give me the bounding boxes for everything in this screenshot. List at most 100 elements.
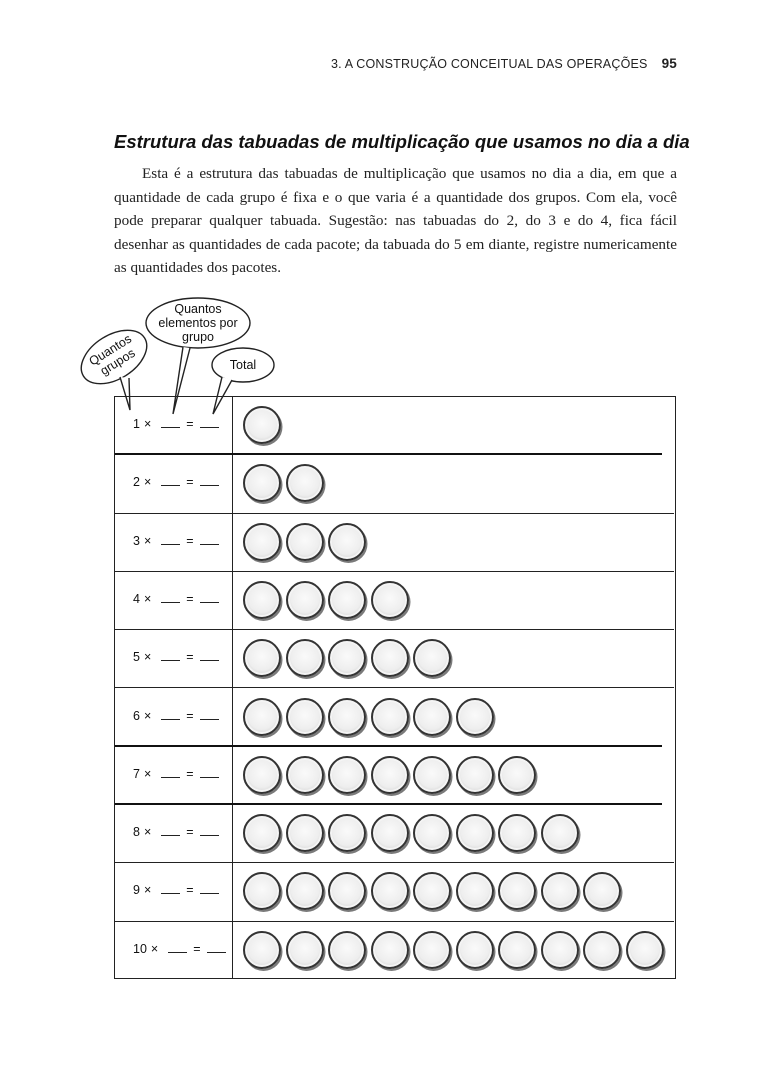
blank-per-group[interactable] xyxy=(168,942,188,953)
group-circle xyxy=(243,580,281,619)
group-circles xyxy=(243,522,371,565)
group-circle xyxy=(498,755,536,794)
blank-total[interactable] xyxy=(199,534,219,545)
group-circle xyxy=(498,872,536,911)
blank-per-group[interactable] xyxy=(161,825,181,837)
group-circle xyxy=(540,930,579,969)
group-circle xyxy=(243,697,281,736)
group-circle xyxy=(413,930,451,969)
group-circle xyxy=(285,872,324,911)
row-separator xyxy=(115,453,662,456)
group-count: 6 xyxy=(133,708,140,723)
row-separator xyxy=(115,920,674,922)
times-sign: × xyxy=(143,475,152,490)
group-circle xyxy=(370,580,409,619)
equation-template: 1 × = xyxy=(133,417,219,431)
group-circle xyxy=(413,755,451,794)
group-circles xyxy=(243,872,626,914)
group-circle xyxy=(455,755,494,794)
row-separator xyxy=(115,803,662,806)
times-sign: × xyxy=(143,883,152,898)
group-count: 7 xyxy=(133,766,140,781)
group-circles xyxy=(243,639,456,681)
group-circles xyxy=(243,464,328,506)
group-circle xyxy=(370,872,409,911)
table-row: 8 × = xyxy=(115,805,674,864)
group-circle xyxy=(328,522,366,561)
group-circle xyxy=(328,930,366,969)
times-sign: × xyxy=(143,766,152,781)
blank-total[interactable] xyxy=(199,825,219,837)
group-circle xyxy=(243,406,281,444)
group-circle xyxy=(285,522,324,561)
group-count: 1 xyxy=(133,417,140,431)
bubble-total xyxy=(211,347,275,415)
equals-sign: = xyxy=(186,533,194,548)
table-row: 2 × = xyxy=(115,455,674,514)
row-separator xyxy=(115,862,674,864)
group-circle xyxy=(413,697,451,736)
times-sign: × xyxy=(143,650,152,665)
table-row: 10 × = xyxy=(115,922,674,980)
equals-sign: = xyxy=(186,825,194,840)
blank-total[interactable] xyxy=(199,650,219,662)
equals-sign: = xyxy=(186,475,194,490)
group-circles xyxy=(243,406,286,448)
table-row: 7 × = xyxy=(115,747,674,806)
blank-total[interactable] xyxy=(199,767,219,778)
blank-total[interactable] xyxy=(206,942,226,953)
row-separator xyxy=(115,687,674,689)
blank-per-group[interactable] xyxy=(161,650,181,662)
times-table-grid: 1 × = 2 × = 3 × = 4 × = 5 × = 6 × = 7 × = 8 × = 9 × = 10 × = xyxy=(114,396,676,979)
blank-per-group[interactable] xyxy=(161,592,181,603)
blank-per-group[interactable] xyxy=(161,475,181,487)
times-sign: × xyxy=(143,708,152,723)
blank-per-group[interactable] xyxy=(161,417,181,428)
blank-per-group[interactable] xyxy=(161,709,181,720)
equation-template: 3 × = xyxy=(133,534,219,548)
group-circle xyxy=(455,930,494,969)
blank-per-group[interactable] xyxy=(161,534,181,545)
group-count: 10 xyxy=(133,941,147,956)
group-circle xyxy=(498,930,536,969)
blank-total[interactable] xyxy=(199,475,219,487)
section-title: Estrutura das tabuadas de multiplicação … xyxy=(114,131,690,152)
table-row: 5 × = xyxy=(115,630,674,689)
group-circle xyxy=(285,697,324,736)
running-head: 3. A CONSTRUÇÃO CONCEITUAL DAS OPERAÇÕES… xyxy=(0,56,677,71)
equals-sign: = xyxy=(186,766,194,781)
group-count: 8 xyxy=(133,825,140,840)
table-row: 1 × = xyxy=(115,397,674,456)
group-count: 4 xyxy=(133,591,140,606)
equals-sign: = xyxy=(186,883,194,898)
blank-total[interactable] xyxy=(199,883,219,895)
group-circle xyxy=(285,580,324,619)
blank-total[interactable] xyxy=(199,592,219,603)
bubble-per-group-text: Quantos elementos por grupo xyxy=(158,302,238,344)
group-circle xyxy=(328,755,366,794)
equals-sign: = xyxy=(186,417,194,431)
blank-per-group[interactable] xyxy=(161,883,181,895)
table-row: 9 × = xyxy=(115,863,674,922)
blank-total[interactable] xyxy=(199,417,219,428)
page-number: 95 xyxy=(661,56,677,71)
group-circle xyxy=(370,697,409,736)
group-circle xyxy=(413,872,451,911)
bubble-groups xyxy=(80,329,148,411)
body-paragraph: Esta é a estrutura das tabuadas de multi… xyxy=(114,165,677,276)
times-sign: × xyxy=(143,591,152,606)
bubble-total-text: Total xyxy=(229,358,257,372)
group-circle xyxy=(328,697,366,736)
blank-total[interactable] xyxy=(199,709,219,720)
times-sign: × xyxy=(143,417,152,431)
group-circle xyxy=(285,814,324,853)
group-circle xyxy=(328,872,366,911)
running-title: 3. A CONSTRUÇÃO CONCEITUAL DAS OPERAÇÕES xyxy=(330,57,648,71)
group-circle xyxy=(413,639,451,678)
blank-per-group[interactable] xyxy=(161,767,181,778)
group-circle xyxy=(583,930,621,969)
row-separator xyxy=(115,744,662,747)
table-row: 4 × = xyxy=(115,572,674,631)
group-circle xyxy=(540,872,579,911)
equation-template: 2 × = xyxy=(133,475,219,489)
